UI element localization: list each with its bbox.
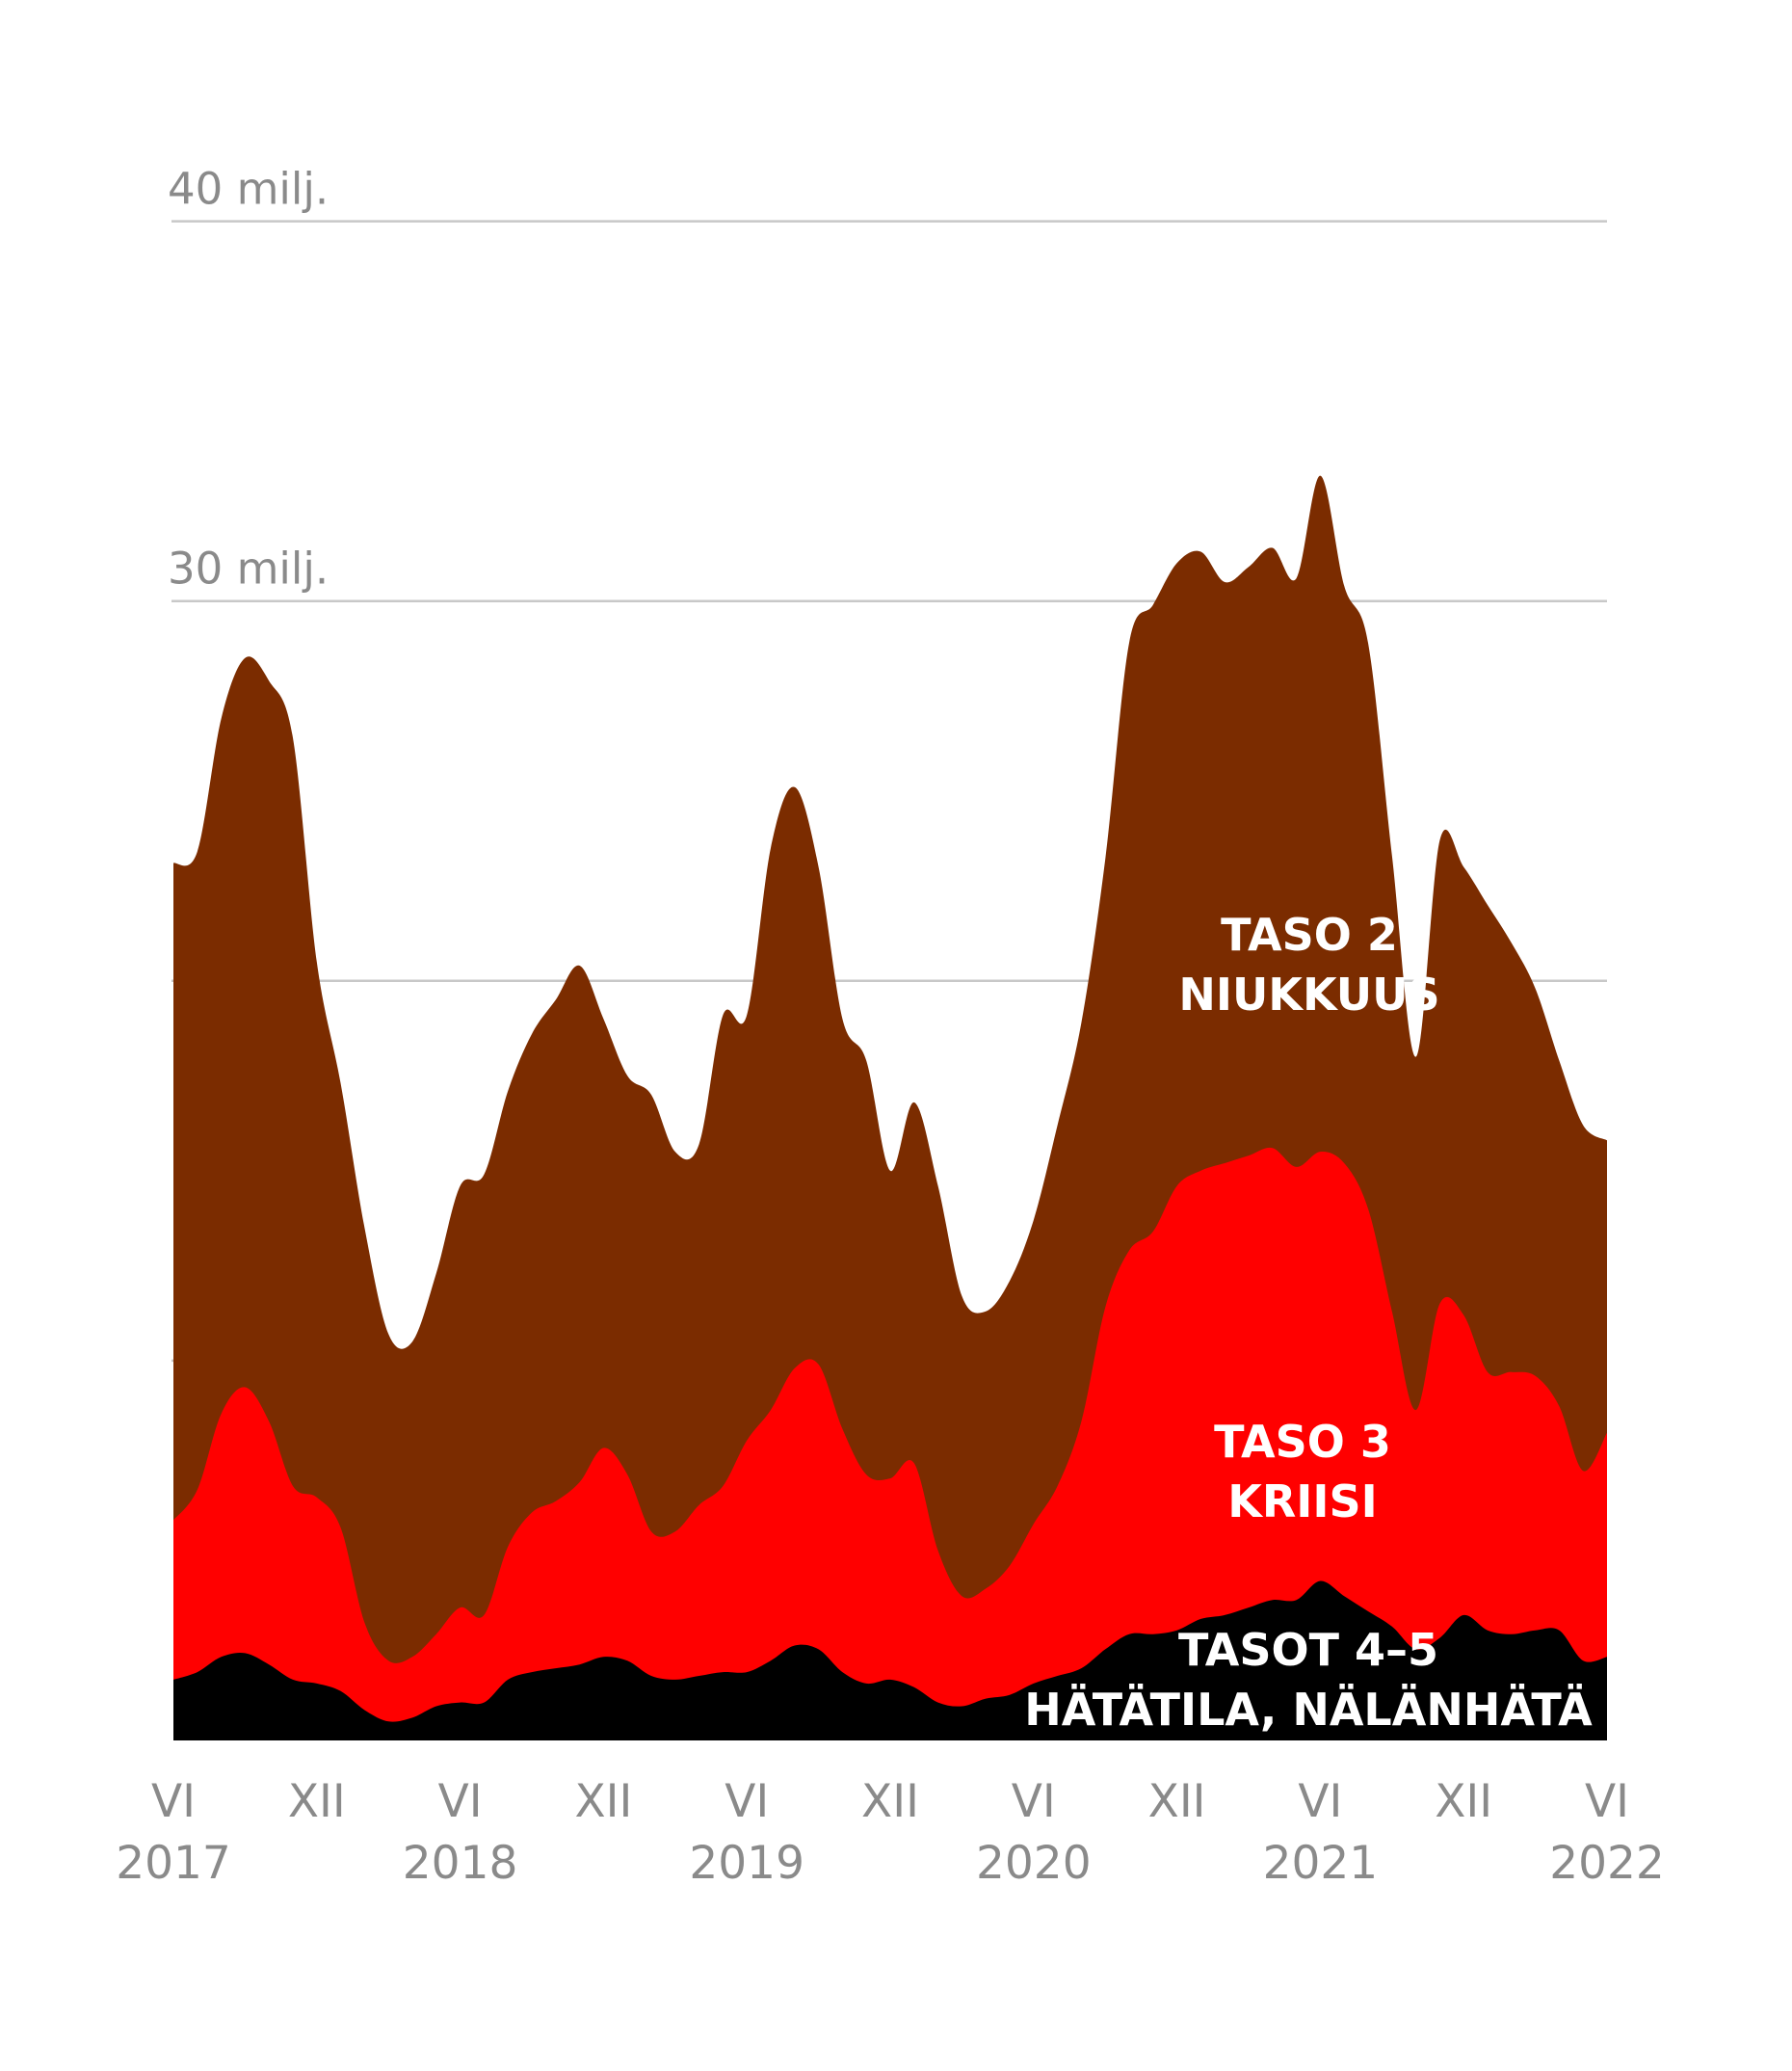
- series-label-taso3-line1: TASO 3: [1214, 1416, 1391, 1468]
- series-label-taso2-line2: NIUKKUUS: [1178, 969, 1439, 1021]
- x-tick-label-4-month: VI: [725, 1775, 769, 1828]
- y-axis-labels: 40 milj. 30 milj.: [168, 164, 329, 595]
- x-tick-label-7-month: XII: [1148, 1775, 1206, 1828]
- x-tick-label-8-year: 2021: [1263, 1837, 1379, 1890]
- y-tick-label-40: 40 milj.: [168, 164, 329, 215]
- series-label-taso3-line2: KRIISI: [1227, 1475, 1378, 1527]
- series-label-taso3: TASO 3 KRIISI: [1214, 1416, 1391, 1527]
- x-tick-label-6-month: VI: [1012, 1775, 1056, 1828]
- series-areas: [173, 475, 1607, 1740]
- x-tick-label-6-year: 2020: [976, 1837, 1092, 1890]
- series-area-taso45: [173, 1580, 1607, 1740]
- x-tick-label-10-month: VI: [1585, 1775, 1629, 1828]
- x-tick-label-10-year: 2022: [1549, 1837, 1665, 1890]
- series-label-taso45-line1: TASOT 4–5: [1178, 1624, 1438, 1676]
- x-tick-label-3-month: XII: [574, 1775, 632, 1828]
- x-tick-label-9-month: XII: [1435, 1775, 1492, 1828]
- x-axis-labels: VI 2017 XII VI 2018 XII VI 2019 XII VI 2020 XII VI 20…: [116, 1775, 1665, 1890]
- y-tick-label-30: 30 milj.: [168, 544, 329, 595]
- series-label-taso45-line2: HÄTÄTILA, NÄLÄNHÄTÄ: [1024, 1684, 1593, 1736]
- x-tick-label-0-month: VI: [151, 1775, 196, 1828]
- series-label-taso2: TASO 2 NIUKKUUS: [1178, 909, 1439, 1021]
- series-area-taso3: [173, 1147, 1607, 1740]
- x-tick-label-5-month: XII: [861, 1775, 919, 1828]
- x-tick-label-2-month: VI: [438, 1775, 483, 1828]
- x-tick-label-1-month: XII: [288, 1775, 346, 1828]
- x-tick-label-8-month: VI: [1298, 1775, 1342, 1828]
- x-tick-label-0-year: 2017: [116, 1837, 231, 1890]
- series-label-taso45: TASOT 4–5 HÄTÄTILA, NÄLÄNHÄTÄ: [1024, 1624, 1593, 1736]
- x-tick-label-4-year: 2019: [689, 1837, 804, 1890]
- x-tick-label-2-year: 2018: [403, 1837, 518, 1890]
- series-label-taso2-line1: TASO 2: [1221, 909, 1398, 961]
